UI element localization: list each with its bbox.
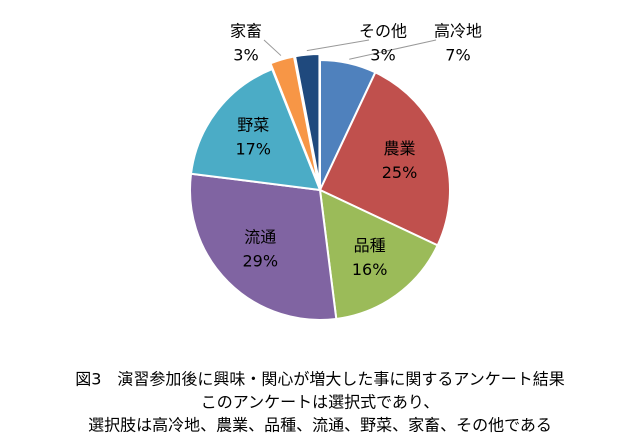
caption-line: 図3 演習参加後に興味・関心が増大した事に関するアンケート結果 [75,370,565,389]
slice-label: 家畜 [230,22,262,41]
value-label: 3% [233,46,258,65]
leader-line [263,39,282,56]
slice-label: 農業 [383,139,415,158]
value-label: 16% [352,260,388,279]
slice-label: その他 [359,22,407,41]
pie-slice [269,55,320,185]
pie-slice [318,188,439,321]
value-label: 29% [242,251,278,270]
pie-slice [189,172,338,321]
value-label: 17% [235,140,271,159]
value-label: 7% [445,46,470,65]
caption-line: このアンケートは選択式であり、 [201,393,440,412]
slice-label: 品種 [354,236,386,255]
pie-slice [293,53,321,185]
pie-slice [189,67,322,192]
slice-label: 野菜 [237,116,269,135]
slice-label: 流通 [244,227,276,246]
value-label: 25% [382,163,418,182]
caption-line: 選択肢は高冷地、農業、品種、流通、野菜、家畜、その他である [88,416,552,435]
pie-slice [318,71,451,247]
leader-line [349,39,437,60]
leader-line [306,39,370,52]
slice-label: 高冷地 [434,22,482,41]
value-label: 3% [370,46,395,65]
